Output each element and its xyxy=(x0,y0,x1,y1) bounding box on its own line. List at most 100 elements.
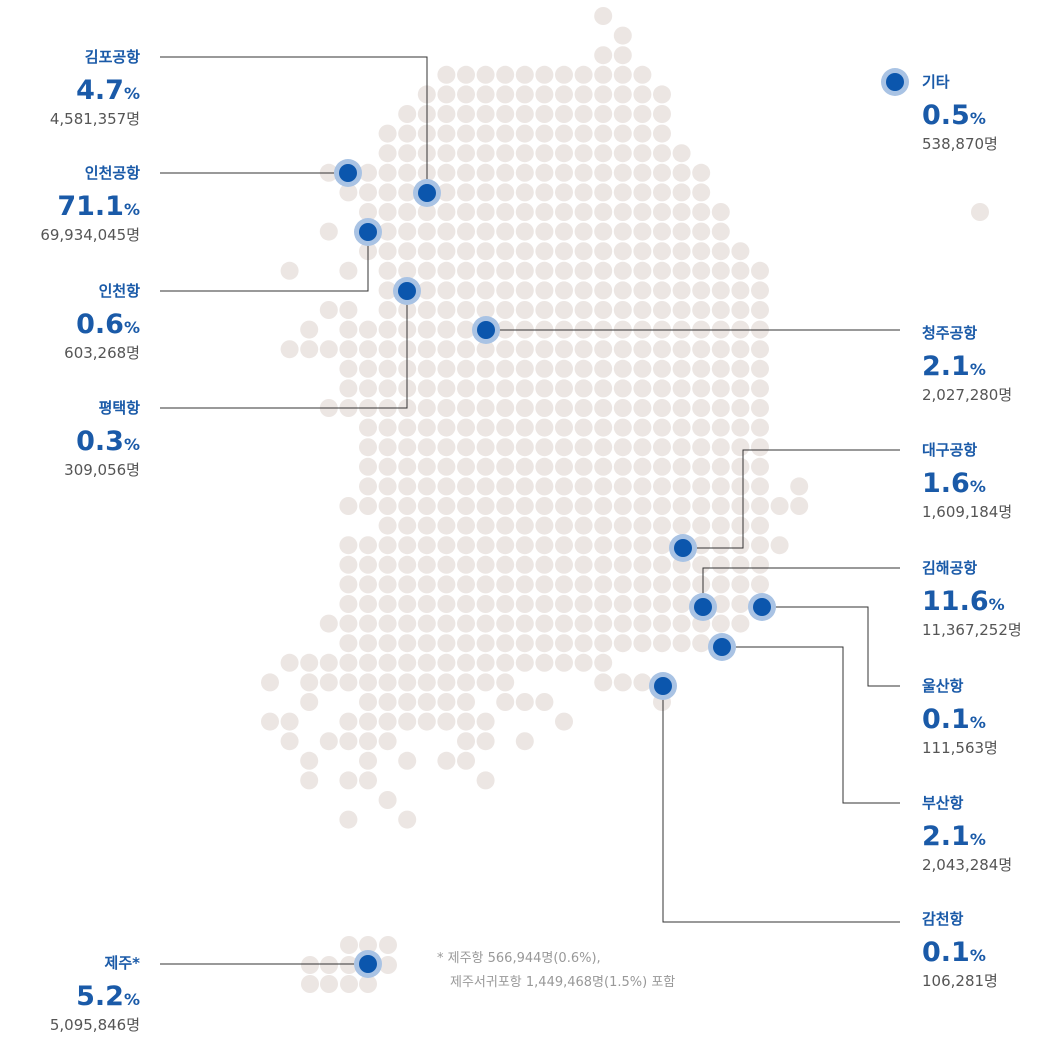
map-dot xyxy=(398,242,417,261)
map-dot xyxy=(378,516,397,535)
map-dot xyxy=(515,555,534,574)
location-percent: 71.1% xyxy=(57,191,140,222)
location-count: 2,027,280명 xyxy=(922,386,1012,404)
map-dot xyxy=(476,634,495,653)
map-dot xyxy=(790,497,809,515)
map-dot xyxy=(535,124,554,143)
map-dot xyxy=(751,457,769,476)
map-dot xyxy=(711,497,730,515)
map-dot xyxy=(398,634,417,653)
map-dot xyxy=(457,418,475,437)
map-dot xyxy=(378,320,397,339)
map-dot xyxy=(359,438,377,457)
map-dot xyxy=(457,536,475,555)
map-dot xyxy=(653,595,671,613)
map-dot xyxy=(672,634,691,653)
map-dot xyxy=(496,418,515,437)
map-dot xyxy=(555,595,573,613)
map-dot xyxy=(613,634,632,653)
map-dot xyxy=(417,693,436,711)
map-dot xyxy=(457,673,475,692)
map-dot xyxy=(731,242,750,261)
map-dot xyxy=(613,399,632,417)
map-dot xyxy=(594,477,613,496)
map-dot xyxy=(339,536,358,555)
map-dot xyxy=(378,457,397,476)
map-dot xyxy=(574,516,593,535)
map-dot xyxy=(653,301,671,319)
map-dot xyxy=(437,105,456,123)
map-dot xyxy=(437,457,456,476)
location-name: 청주공항 xyxy=(922,324,977,342)
map-dot xyxy=(594,85,613,104)
map-dot xyxy=(672,281,691,300)
map-dot xyxy=(457,203,475,221)
map-dot xyxy=(535,105,554,123)
location-count: 11,367,252명 xyxy=(922,621,1022,639)
map-dot xyxy=(770,497,789,515)
map-dot xyxy=(437,85,456,104)
map-dot xyxy=(476,163,495,182)
map-dot xyxy=(613,105,632,123)
map-dot xyxy=(496,65,515,84)
leader-line xyxy=(762,606,900,687)
map-dot xyxy=(359,712,377,731)
map-dot xyxy=(398,693,417,711)
map-dot xyxy=(731,418,750,437)
map-dot xyxy=(594,379,613,398)
map-dot xyxy=(751,379,769,398)
map-dot xyxy=(633,144,652,163)
map-dot xyxy=(653,281,671,300)
map-dot xyxy=(653,457,671,476)
map-dot xyxy=(515,163,534,182)
map-dot xyxy=(594,242,613,261)
map-dot xyxy=(378,359,397,378)
map-dot xyxy=(339,379,358,398)
map-dot xyxy=(515,595,534,613)
marker xyxy=(339,164,357,182)
map-dot xyxy=(751,340,769,359)
map-dot xyxy=(398,497,417,515)
percent-unit: % xyxy=(124,435,140,454)
map-dot xyxy=(770,536,789,555)
map-dot xyxy=(555,457,573,476)
map-dot xyxy=(378,183,397,202)
map-dot xyxy=(613,359,632,378)
map-dot xyxy=(633,457,652,476)
leader-lines xyxy=(160,56,900,965)
map-dot xyxy=(633,438,652,457)
map-dot xyxy=(971,203,989,221)
map-dot xyxy=(359,732,377,751)
map-dot xyxy=(417,575,436,594)
map-dot xyxy=(653,144,671,163)
map-dot xyxy=(437,751,456,770)
map-dot xyxy=(476,712,495,731)
location-count: 1,609,184명 xyxy=(922,503,1012,521)
map-dot xyxy=(574,340,593,359)
map-dot xyxy=(437,359,456,378)
map-dot xyxy=(496,595,515,613)
map-dot xyxy=(379,956,397,974)
map-dot xyxy=(437,516,456,535)
map-dot xyxy=(633,242,652,261)
map-dot xyxy=(711,203,730,221)
location-count: 4,581,357명 xyxy=(50,110,140,128)
map-dot xyxy=(496,693,515,711)
map-dot xyxy=(378,438,397,457)
map-dot xyxy=(594,7,613,25)
map-dot xyxy=(300,693,319,711)
map-dot xyxy=(437,144,456,163)
map-dot xyxy=(574,379,593,398)
map-dot xyxy=(555,399,573,417)
map-dot xyxy=(653,105,671,123)
map-dot xyxy=(417,712,436,731)
map-dot xyxy=(515,222,534,241)
map-dot xyxy=(319,653,338,672)
map-dot xyxy=(692,340,711,359)
map-dot xyxy=(672,183,691,202)
map-dot xyxy=(339,771,358,790)
map-dot xyxy=(711,536,730,555)
map-dot xyxy=(476,653,495,672)
footnote: 제주서귀포항 1,449,468명(1.5%) 포함 xyxy=(450,975,675,990)
map-dot xyxy=(496,301,515,319)
